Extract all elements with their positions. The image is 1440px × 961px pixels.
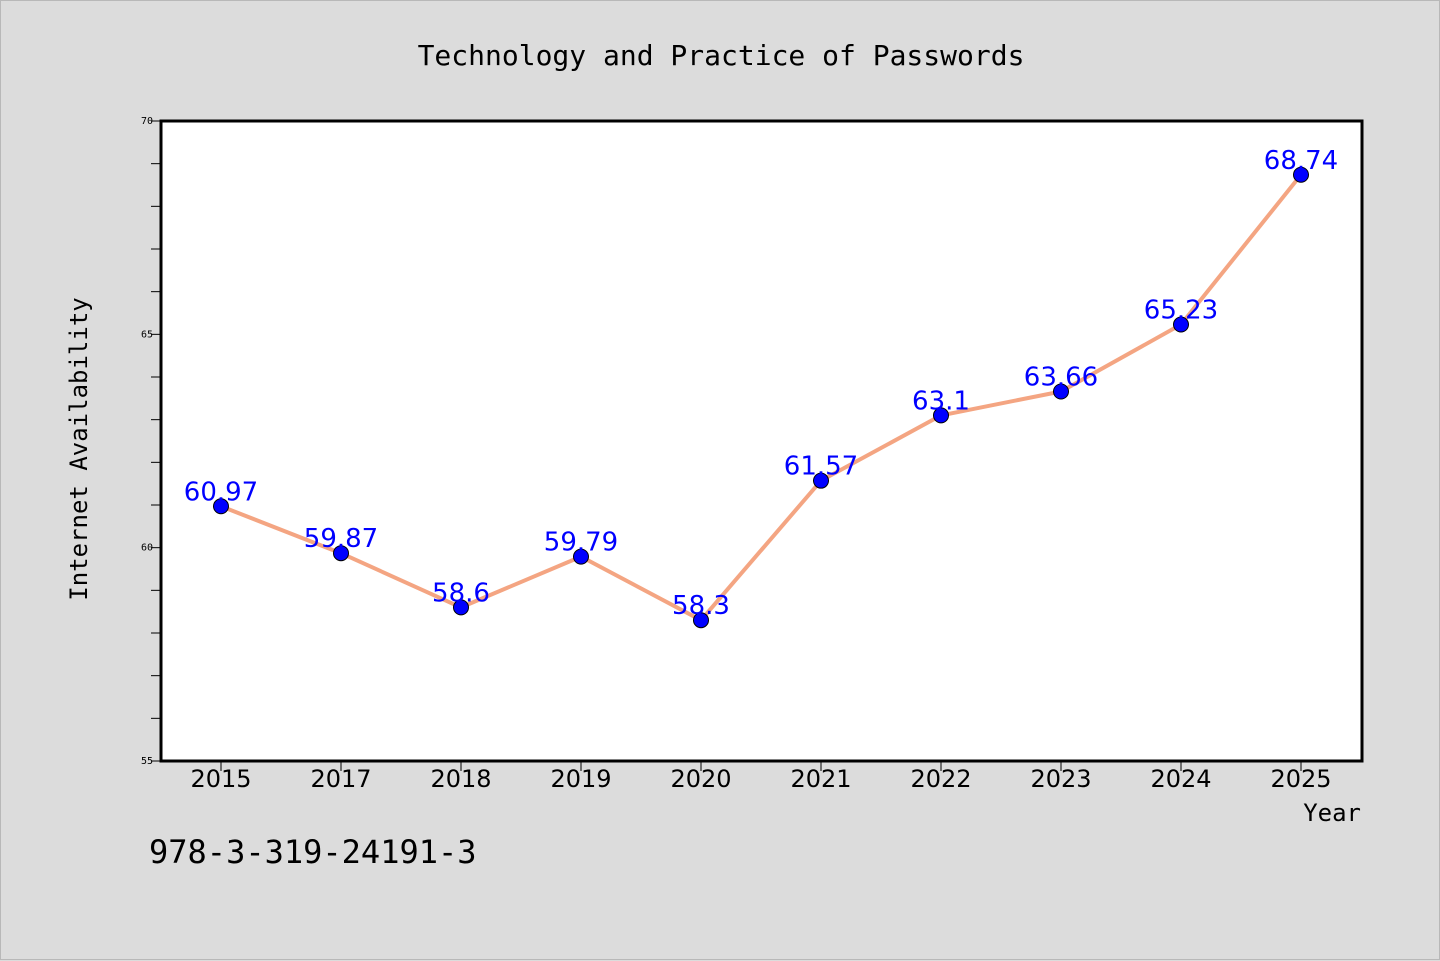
data-point	[693, 612, 709, 629]
x-axis-label: Year	[1303, 799, 1361, 827]
y-tick-label: 70	[141, 116, 153, 127]
x-tick-label: 2018	[430, 765, 491, 793]
chart-title: Technology and Practice of Passwords	[418, 39, 1025, 72]
data-label: 60.97	[184, 477, 258, 507]
x-tick-label: 2019	[550, 765, 611, 793]
data-point	[1293, 166, 1309, 183]
data-label: 68.74	[1264, 146, 1338, 176]
y-tick-label: 60	[141, 543, 153, 554]
y-axis-label: Internet Availability	[65, 297, 93, 600]
y-axis: 55 60 65 70	[141, 116, 160, 767]
data-point	[573, 548, 589, 565]
x-axis: 2015 2017 2018 2019 2020 2021 2022 2023 2024 2025	[190, 761, 1332, 793]
plot-area	[159, 119, 1364, 763]
data-label: 59.87	[304, 524, 378, 554]
x-tick-label: 2020	[670, 765, 731, 793]
series-layer: 60.97 59.87 58.6 59.79 58.3 61.57 63.1 63.66 65.…	[184, 146, 1338, 629]
x-tick-label: 2023	[1030, 765, 1091, 793]
x-tick-label: 2017	[310, 765, 371, 793]
data-point	[1053, 383, 1069, 400]
data-point	[453, 599, 469, 616]
footer-code: 978-3-319-24191-3	[149, 833, 477, 871]
data-point	[1173, 316, 1189, 333]
data-point	[813, 472, 829, 489]
data-point	[333, 545, 349, 562]
data-point	[933, 407, 949, 424]
data-point	[213, 498, 229, 515]
data-label: 63.1	[912, 386, 970, 416]
x-tick-label: 2024	[1150, 765, 1211, 793]
data-label: 58.3	[672, 591, 730, 621]
data-label: 65.23	[1144, 296, 1218, 326]
series-line	[219, 172, 1303, 623]
data-label: 63.66	[1024, 363, 1098, 393]
x-tick-label: 2022	[910, 765, 971, 793]
x-tick-label: 2021	[790, 765, 851, 793]
y-tick-label: 65	[141, 329, 153, 340]
data-label: 58.6	[432, 578, 490, 608]
x-tick-label: 2015	[190, 765, 251, 793]
x-tick-label: 2025	[1270, 765, 1331, 793]
data-label: 61.57	[784, 452, 858, 482]
y-tick-label: 55	[141, 756, 153, 767]
data-label: 59.79	[544, 528, 618, 558]
